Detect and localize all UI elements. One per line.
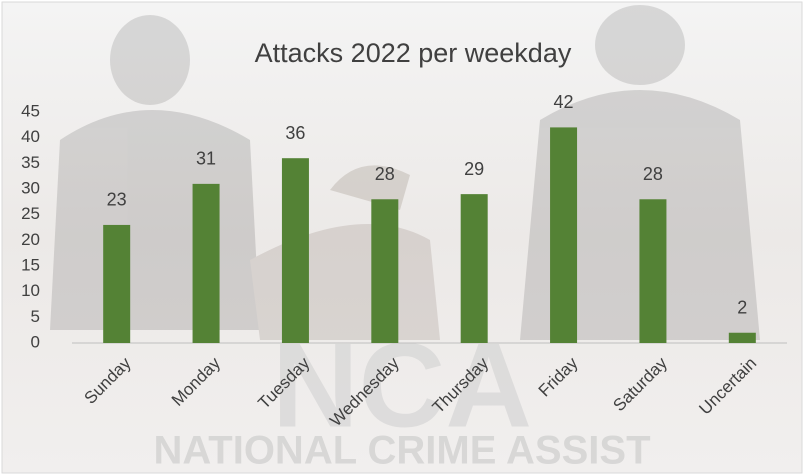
data-label: 29 (464, 159, 484, 179)
watermark-logo: NCA (272, 319, 532, 453)
data-label: 28 (375, 164, 395, 184)
data-label: 42 (554, 92, 574, 112)
y-tick-label: 45 (21, 101, 40, 120)
data-label: 28 (643, 164, 663, 184)
bar (371, 199, 399, 343)
bar (550, 127, 578, 344)
bar (728, 332, 756, 343)
y-tick-label: 10 (21, 281, 40, 300)
y-tick-label: 25 (21, 204, 40, 223)
bar (103, 224, 131, 343)
chart-title: Attacks 2022 per weekday (255, 38, 572, 68)
data-label: 23 (107, 190, 127, 210)
watermark-caption: NATIONAL CRIME ASSIST (153, 429, 650, 473)
bar (460, 194, 488, 343)
data-label: 31 (196, 149, 216, 169)
y-tick-label: 0 (31, 332, 40, 351)
y-tick-label: 5 (31, 307, 40, 326)
y-tick-label: 20 (21, 230, 40, 249)
bar (639, 199, 667, 343)
data-label: 2 (737, 297, 747, 317)
y-tick-label: 15 (21, 255, 40, 274)
y-tick-label: 35 (21, 153, 40, 172)
bar (192, 183, 220, 343)
y-tick-label: 40 (21, 127, 40, 146)
data-label: 36 (285, 123, 305, 143)
y-tick-label: 30 (21, 178, 40, 197)
bar (281, 158, 309, 343)
